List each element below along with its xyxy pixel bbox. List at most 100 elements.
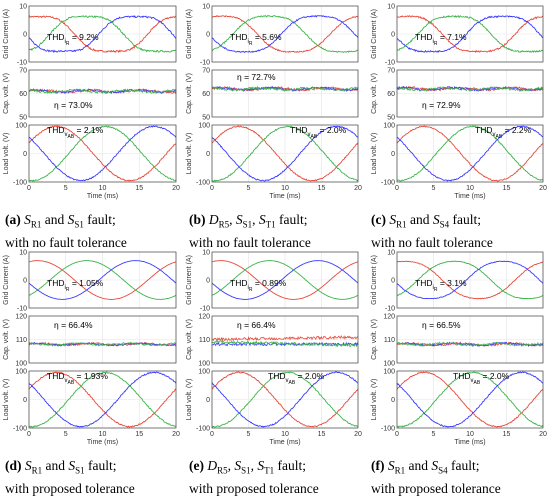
y-tick-label: -10 [385, 60, 395, 67]
subplot-1: 120 110 100 Cap. volt. (V) η = 66.5% [371, 314, 544, 368]
caption-f: (f) SR1 and SS4 fault; with proposed tole… [371, 458, 501, 496]
y-tick-label: 0 [23, 151, 27, 158]
series-line-phase-3 [28, 14, 177, 53]
x-tick-label: 20 [172, 431, 180, 438]
y-tick-label: 110 [199, 337, 210, 344]
y-axis-label: Load volt. (V) [3, 379, 10, 421]
subplot-0: 10 0 -10 Grid Current (A) THDiR = 5.6% [186, 4, 359, 67]
x-tick-label: 5 [64, 431, 68, 438]
series-line-phase-1 [211, 260, 359, 300]
y-axis-label: Load volt. (V) [371, 379, 378, 421]
x-tick-label: 0 [27, 431, 31, 438]
y-tick-label: 100 [383, 361, 395, 368]
y-tick-label: 0 [391, 32, 395, 39]
y-tick-label: 70 [19, 68, 27, 75]
y-tick-label: 110 [16, 337, 27, 344]
annotation-text: THDiR = 1.05% [47, 278, 104, 293]
series-line-cap-3 [28, 341, 177, 347]
y-tick-label: 0 [206, 151, 210, 158]
x-tick-label: 0 [395, 431, 399, 438]
y-tick-label: 10 [19, 4, 27, 11]
caption-line2: with no fault tolerance [5, 234, 127, 250]
caption-e: (e) DR5, SS1, ST1 fault; with proposed to… [189, 458, 319, 496]
series-line-phase-1 [28, 125, 177, 182]
y-tick-label: 100 [198, 369, 210, 376]
caption-a: (a) SR1 and SS1 fault; with no fault tole… [5, 212, 127, 250]
caption-letter: (d) [5, 458, 22, 473]
y-tick-label: -100 [381, 180, 395, 187]
y-tick-label: 60 [387, 91, 395, 98]
annotation-text: THDvAB = 2.0% [290, 125, 347, 140]
caption-b: (b) DR5, SS1, ST1 fault; with no fault to… [189, 212, 311, 250]
caption-line2: with no fault tolerance [371, 234, 493, 250]
y-tick-label: -100 [196, 180, 210, 187]
y-tick-label: 0 [206, 278, 210, 285]
annotation-text: THDiR = 7.1% [415, 32, 467, 47]
x-tick-label: 5 [432, 431, 436, 438]
annotation-text: η = 72.9% [422, 100, 461, 110]
caption-letter: (e) [189, 458, 204, 473]
axes-box [28, 315, 177, 364]
y-axis-label: Load volt. (V) [186, 379, 193, 421]
x-tick-label: 15 [318, 431, 326, 438]
series-line-phase-2 [28, 15, 177, 53]
x-tick-label: 10 [281, 431, 289, 438]
x-axis-label: Time (ms) [269, 439, 300, 446]
subplot-0: 10 0 -10 Grid Current (A) THDiR = 9.2% [3, 4, 177, 67]
axes-box [28, 251, 177, 309]
y-axis-label: Load volt. (V) [3, 133, 10, 175]
series-line-cap-3 [396, 341, 544, 348]
annotation-text: THDiR = 9.2% [47, 32, 99, 47]
caption-letter: (b) [189, 212, 206, 227]
series-line-phase-1 [211, 125, 359, 182]
y-tick-label: -10 [385, 306, 395, 313]
axes-box [28, 5, 177, 63]
y-tick-label: 100 [383, 123, 395, 130]
x-tick-label: 20 [539, 185, 547, 192]
y-axis-label: Grid Current (A) [3, 255, 10, 305]
annotation-text: THDvAB = 2.1% [47, 125, 104, 140]
axes-box [396, 370, 544, 429]
subplot-1: 70 60 50 Cap. volt. (V) η = 72.9% [371, 68, 544, 122]
y-tick-label: 0 [391, 151, 395, 158]
x-tick-label: 5 [247, 185, 251, 192]
series-line-phase-3 [28, 125, 177, 182]
subplot-1: 70 60 50 Cap. volt. (V) η = 73.0% [3, 68, 177, 122]
x-tick-label: 10 [99, 431, 107, 438]
axes-box [396, 5, 544, 63]
x-tick-label: 5 [64, 185, 68, 192]
y-tick-label: 0 [206, 32, 210, 39]
y-tick-label: 100 [383, 369, 395, 376]
y-tick-label: 110 [384, 337, 395, 344]
caption-line2: with proposed tolerance [5, 480, 135, 496]
y-tick-label: -10 [200, 60, 210, 67]
y-axis-label: Cap. volt. (V) [371, 319, 378, 360]
series-line-cap-1 [211, 334, 359, 342]
x-axis-label: Time (ms) [454, 193, 485, 200]
y-tick-label: -100 [13, 180, 27, 187]
annotation-text: THDvAB = 1.93% [47, 371, 108, 386]
y-tick-label: 10 [387, 4, 395, 11]
series-line-phase-3 [211, 260, 359, 300]
y-axis-label: Cap. volt. (V) [186, 73, 193, 114]
x-tick-label: 20 [539, 431, 547, 438]
caption-line2: with proposed tolerance [189, 480, 319, 496]
series-line-phase-1 [28, 371, 176, 428]
annotation-text: THDvAB = 2.0% [453, 371, 510, 386]
series-line-phase-2 [28, 260, 177, 300]
y-tick-label: 100 [15, 369, 27, 376]
subplot-1: 120 110 100 Cap. volt. (V) η = 66.4% [3, 314, 177, 368]
caption-line2: with no fault tolerance [189, 234, 311, 250]
subplot-1: 70 60 50 Cap. volt. (V) η = 72.7% [186, 68, 359, 122]
y-tick-label: 60 [19, 91, 27, 98]
x-tick-label: 15 [503, 185, 511, 192]
series-line-phase-3 [396, 15, 544, 53]
x-tick-label: 10 [466, 431, 474, 438]
series-line-phase-2 [396, 125, 544, 182]
y-tick-label: 50 [19, 115, 27, 122]
series-line-phase-2 [211, 15, 359, 53]
